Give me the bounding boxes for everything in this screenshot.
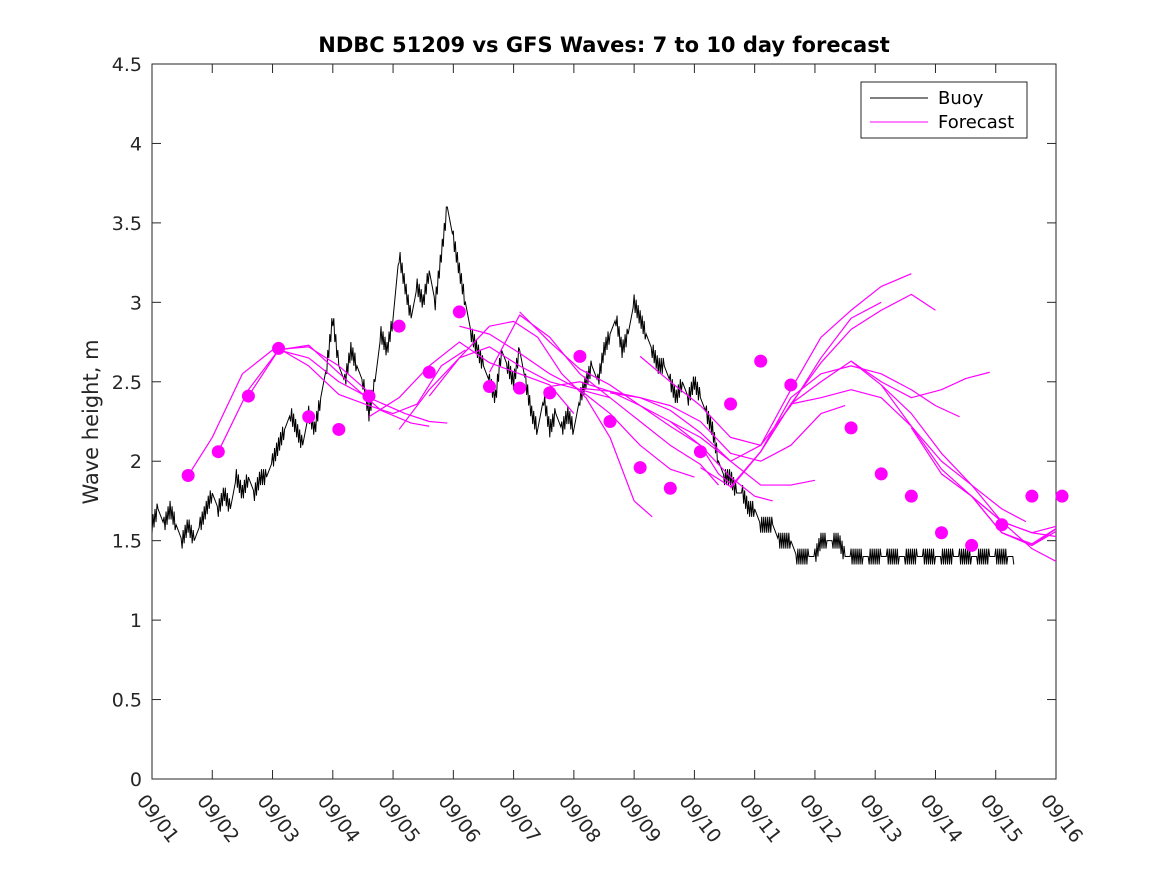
legend-box bbox=[860, 81, 1028, 139]
y-tick-label: 0 bbox=[130, 769, 142, 791]
legend-forecast-label: Forecast bbox=[938, 112, 1014, 133]
forecast-marker bbox=[784, 378, 798, 392]
forecast-marker bbox=[332, 422, 346, 436]
forecast-marker bbox=[272, 341, 286, 355]
forecast-markers bbox=[181, 305, 1069, 552]
forecast-line bbox=[609, 392, 846, 462]
forecast-marker bbox=[392, 319, 406, 333]
x-tick-label: 09/16 bbox=[1036, 791, 1087, 848]
forecast-marker bbox=[543, 386, 557, 400]
forecast-marker bbox=[452, 305, 466, 319]
forecast-marker bbox=[603, 415, 617, 428]
forecast-marker bbox=[693, 445, 707, 459]
y-tick-label: 2.5 bbox=[112, 372, 142, 394]
forecast-line bbox=[398, 346, 611, 430]
x-tick-label: 09/10 bbox=[674, 791, 725, 848]
y-tick-label: 4.5 bbox=[112, 54, 142, 76]
forecast-marker bbox=[965, 538, 979, 552]
x-tick-label: 09/09 bbox=[614, 791, 665, 848]
x-tick-label: 09/11 bbox=[735, 791, 786, 848]
x-tick-label: 09/05 bbox=[373, 791, 424, 848]
x-tick-label: 09/04 bbox=[313, 791, 364, 848]
forecast-marker bbox=[934, 526, 948, 540]
forecast-line bbox=[1001, 527, 1056, 545]
forecast-marker bbox=[422, 365, 436, 379]
forecast-marker bbox=[302, 410, 316, 424]
forecast-marker bbox=[181, 469, 195, 483]
x-tick-label: 09/08 bbox=[554, 791, 605, 848]
x-tick-label: 09/13 bbox=[855, 791, 906, 848]
forecast-marker bbox=[211, 445, 225, 459]
forecast-line bbox=[730, 365, 960, 489]
x-tick-label: 09/12 bbox=[795, 791, 846, 848]
forecast-marker bbox=[874, 467, 888, 481]
forecast-marker bbox=[844, 421, 858, 435]
y-tick-label: 0.5 bbox=[112, 690, 142, 712]
forecast-line bbox=[760, 360, 990, 453]
x-tick-label: 09/14 bbox=[916, 791, 967, 848]
series-forecast bbox=[187, 273, 1056, 563]
legend-buoy-label: Buoy bbox=[938, 88, 984, 109]
series-buoy bbox=[152, 206, 1015, 565]
legend: Buoy Forecast bbox=[860, 81, 1028, 139]
forecast-marker bbox=[663, 481, 677, 495]
y-tick-label: 1 bbox=[130, 610, 142, 632]
y-axis: 0 0.5 1 1.5 2 2.5 3 3.5 4 4.5 bbox=[112, 54, 1056, 791]
forecast-marker bbox=[633, 461, 647, 475]
forecast-marker bbox=[1025, 489, 1039, 503]
y-tick-label: 1.5 bbox=[112, 531, 142, 553]
chart-title: NDBC 51209 vs GFS Waves: 7 to 10 day for… bbox=[318, 33, 889, 57]
forecast-marker bbox=[362, 389, 376, 403]
forecast-line bbox=[428, 320, 653, 518]
y-tick-label: 3 bbox=[130, 292, 142, 314]
x-tick-label: 09/02 bbox=[192, 791, 243, 848]
x-tick-label: 09/01 bbox=[132, 791, 183, 848]
y-axis-label: Wave height, m bbox=[79, 339, 103, 504]
x-tick-label: 09/03 bbox=[253, 791, 304, 848]
plot-area: 00.511.522.533.544.5 09/01 09/02 09/03 09/0… bbox=[112, 54, 1087, 848]
forecast-marker bbox=[241, 389, 255, 403]
forecast-marker bbox=[482, 380, 496, 394]
forecast-marker bbox=[1055, 489, 1069, 503]
buoy-line bbox=[152, 206, 1015, 565]
forecast-line bbox=[850, 360, 1056, 563]
y-tick-label: 2 bbox=[130, 451, 142, 473]
forecast-marker bbox=[904, 489, 918, 503]
forecast-marker bbox=[995, 518, 1009, 532]
forecast-marker bbox=[513, 381, 527, 395]
x-tick-label: 09/07 bbox=[494, 791, 545, 848]
x-tick-label: 09/15 bbox=[976, 791, 1027, 848]
forecast-marker bbox=[754, 354, 768, 368]
forecast-marker bbox=[573, 349, 587, 363]
forecast-line bbox=[579, 387, 816, 486]
y-tick-label: 3.5 bbox=[112, 213, 142, 235]
forecast-line bbox=[459, 325, 695, 478]
forecast-line bbox=[700, 293, 936, 488]
x-tick-label: 09/06 bbox=[433, 791, 484, 848]
y-tick-label: 4 bbox=[130, 133, 142, 155]
forecast-marker bbox=[724, 397, 738, 411]
